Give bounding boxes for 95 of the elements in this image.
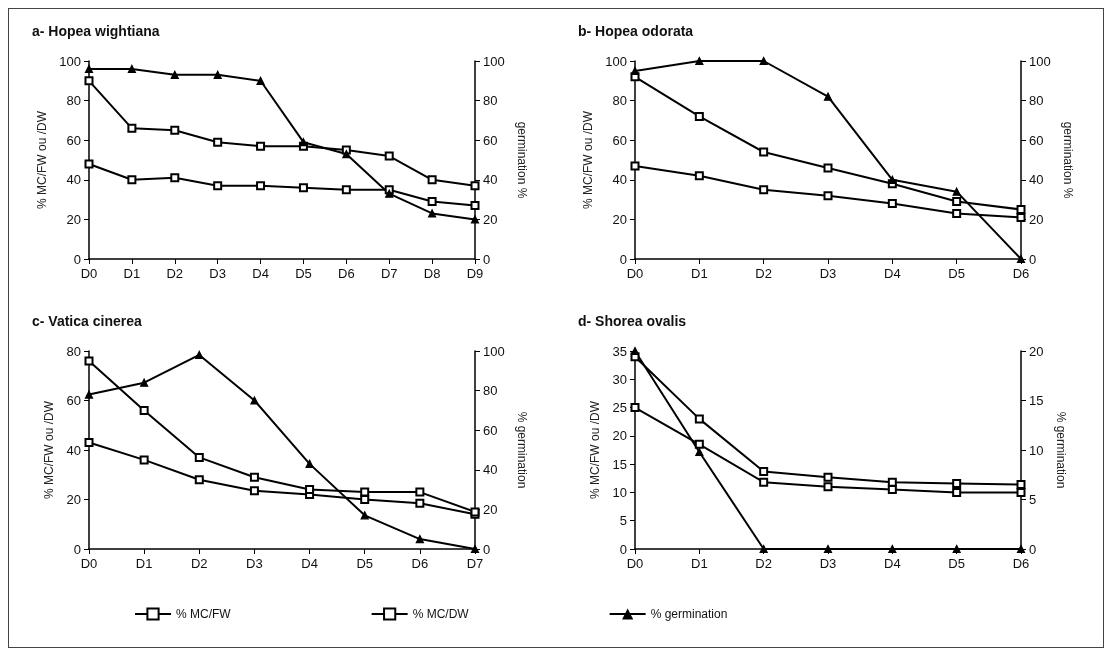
x-tick-label: D6 [338, 266, 355, 281]
y2-axis-title: germination % [514, 121, 529, 199]
y-tick-label: 5 [619, 513, 627, 529]
y2-tick-label: 60 [1029, 132, 1044, 148]
y-axis-title: % MC/FW ou /DW [42, 400, 56, 499]
x-tick-label: D9 [466, 266, 484, 281]
y-tick-label: 25 [612, 400, 627, 416]
y2-axis-title: % germination [514, 411, 529, 489]
y-tick-label: 100 [59, 53, 81, 69]
x-tick-label: D1 [691, 266, 708, 281]
y2-tick-label: 80 [483, 93, 498, 109]
y-tick-label: 20 [66, 492, 81, 507]
x-tick-label: D0 [626, 266, 644, 281]
y-tick-label: 10 [612, 484, 627, 500]
x-tick-label: D2 [755, 556, 772, 571]
x-tick-label: D7 [380, 266, 398, 281]
y2-axis-title: % germination [1054, 411, 1068, 489]
x-tick-label: D5 [948, 556, 965, 571]
y2-tick-label: 80 [1029, 93, 1044, 109]
y2-tick-label: 15 [1029, 393, 1044, 408]
legend-label: % MC/FW [176, 607, 232, 621]
y2-tick-label: 20 [483, 501, 498, 517]
chart-title: d- Shorea ovalis [578, 313, 687, 329]
x-tick-label: D5 [295, 266, 312, 281]
x-tick-label: D8 [423, 266, 441, 281]
x-tick-label: D6 [411, 556, 429, 571]
y2-tick-label: 20 [1029, 343, 1044, 359]
x-tick-label: D0 [626, 556, 644, 571]
y-tick-label: 30 [612, 371, 627, 387]
y-tick-label: 40 [66, 172, 81, 188]
y-tick-label: 60 [612, 132, 627, 148]
y2-tick-label: 100 [483, 343, 505, 359]
chart-title: b- Hopea odorata [578, 23, 694, 39]
y-tick-label: 40 [66, 442, 81, 458]
y-axis-title: % MC/FW ou /DW [581, 110, 596, 209]
legend-label: % germination [650, 607, 728, 621]
y2-tick-label: 100 [1029, 53, 1051, 69]
x-tick-label: D6 [1012, 556, 1030, 571]
y2-tick-label: 5 [1029, 492, 1037, 507]
y-tick-label: 80 [66, 343, 81, 359]
y-tick-label: 15 [612, 456, 627, 472]
y-tick-label: 0 [73, 541, 81, 557]
x-tick-label: D5 [356, 556, 374, 571]
y-tick-label: 35 [612, 343, 627, 359]
x-tick-label: D7 [466, 556, 484, 571]
y2-tick-label: 0 [483, 251, 491, 267]
y-tick-label: 40 [612, 172, 627, 188]
x-tick-label: D3 [819, 266, 837, 281]
x-tick-label: D6 [1012, 266, 1030, 281]
x-tick-label: D4 [884, 266, 901, 281]
y-axis-title: % MC/FW ou /DW [35, 110, 50, 209]
x-tick-label: D3 [819, 556, 837, 571]
y-tick-label: 20 [612, 428, 627, 444]
x-tick-label: D3 [209, 266, 226, 281]
x-tick-label: D0 [80, 556, 98, 571]
y-tick-label: 0 [73, 251, 81, 267]
chart-title: c- Vatica cinerea [32, 313, 142, 329]
y2-tick-label: 40 [483, 172, 498, 188]
x-tick-label: D2 [166, 266, 184, 281]
y-tick-label: 80 [66, 93, 81, 109]
y-axis-title: % MC/FW ou /DW [588, 400, 602, 499]
legend-label: % MC/DW [412, 607, 470, 621]
x-tick-label: D0 [80, 266, 98, 281]
x-tick-label: D4 [252, 266, 269, 281]
y2-tick-label: 60 [483, 422, 498, 438]
x-tick-label: D4 [884, 556, 901, 571]
chart-title: a- Hopea wightiana [32, 23, 160, 39]
y2-tick-label: 60 [483, 132, 498, 148]
y2-tick-label: 40 [483, 462, 498, 478]
y-tick-label: 100 [605, 53, 627, 69]
y-tick-label: 20 [66, 211, 81, 227]
x-tick-label: D2 [755, 266, 772, 281]
y2-tick-label: 20 [1029, 211, 1044, 227]
x-tick-label: D1 [123, 266, 141, 281]
y2-tick-label: 0 [483, 541, 491, 557]
y-tick-label: 0 [619, 251, 627, 267]
x-tick-label: D4 [301, 556, 318, 571]
y-tick-label: 20 [612, 211, 627, 227]
y-tick-label: 0 [619, 541, 627, 557]
x-tick-label: D5 [948, 266, 965, 281]
y-tick-label: 80 [612, 93, 627, 109]
x-tick-label: D1 [691, 556, 708, 571]
y2-axis-title: germination % [1060, 121, 1075, 199]
y2-tick-label: 40 [1029, 172, 1044, 188]
y2-tick-label: 100 [483, 53, 505, 69]
x-tick-label: D2 [190, 556, 208, 571]
y2-tick-label: 80 [483, 383, 498, 399]
x-tick-label: D1 [135, 556, 153, 571]
x-tick-label: D3 [246, 556, 263, 571]
y2-tick-label: 0 [1029, 541, 1037, 557]
y-tick-label: 60 [66, 393, 81, 408]
y2-tick-label: 10 [1029, 442, 1044, 458]
y-tick-label: 60 [66, 132, 81, 148]
y2-tick-label: 0 [1029, 251, 1037, 267]
y2-tick-label: 20 [483, 211, 498, 227]
